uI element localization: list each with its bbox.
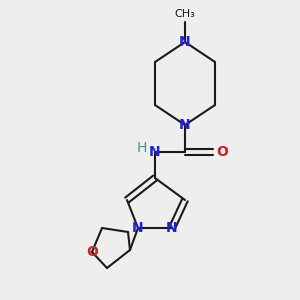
Text: O: O [86,245,98,259]
Text: N: N [179,35,191,49]
Text: O: O [216,145,228,159]
Text: CH₃: CH₃ [175,9,195,19]
Text: H: H [137,141,147,155]
Text: N: N [149,145,161,159]
Text: N: N [166,221,178,235]
Text: N: N [132,221,144,235]
Text: N: N [179,118,191,132]
